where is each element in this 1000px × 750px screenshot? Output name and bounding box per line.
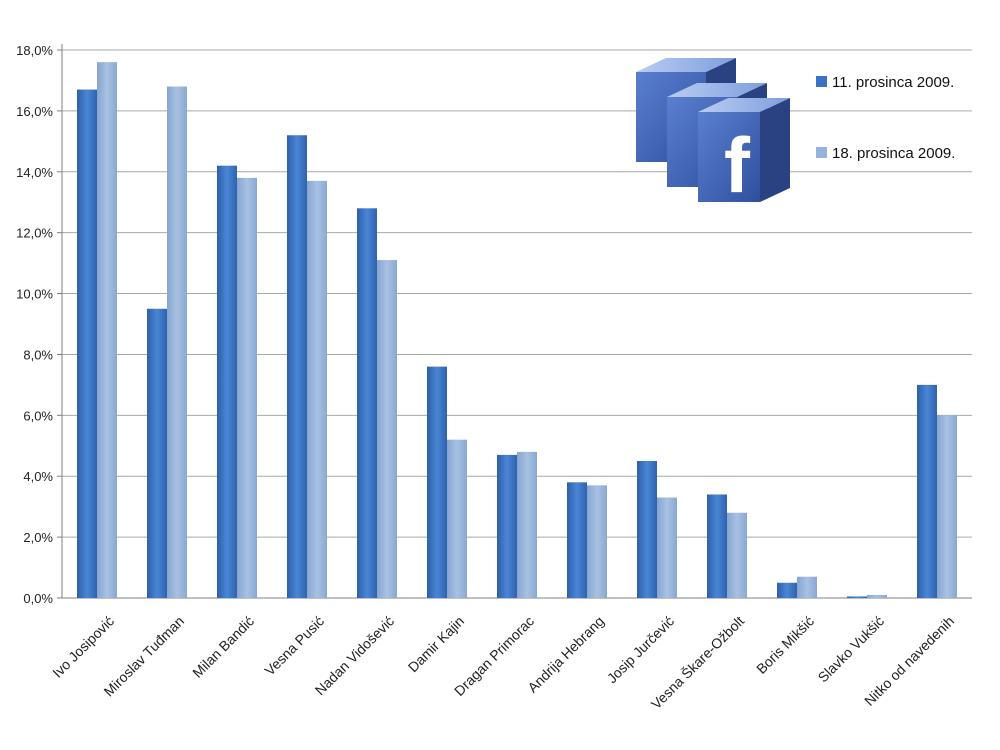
bar-series-2 — [587, 485, 607, 598]
x-category-label: Ivo Josipović — [49, 613, 117, 681]
legend-item-series-2: 18. prosinca 2009. — [816, 145, 955, 162]
bar-series-2 — [307, 180, 327, 598]
y-tick-label: 12,0% — [16, 226, 53, 241]
x-category-label: Milan Bandić — [189, 613, 257, 681]
y-tick-label: 10,0% — [16, 287, 53, 302]
bar-series-2 — [867, 594, 887, 598]
y-tick-label: 8,0% — [23, 347, 53, 362]
bar-series-1 — [707, 494, 727, 598]
bar-series-1 — [357, 208, 377, 599]
svg-text:f: f — [724, 121, 751, 209]
legend-item-series-1: 11. prosinca 2009. — [816, 74, 954, 91]
legend-swatch — [816, 76, 827, 87]
legend-label: 18. prosinca 2009. — [832, 145, 955, 162]
y-tick-label: 2,0% — [23, 530, 53, 545]
x-category-label: Slavko Vukšić — [815, 613, 888, 686]
bar-series-1 — [147, 308, 167, 598]
bar-series-2 — [517, 451, 537, 598]
y-tick-label: 14,0% — [16, 165, 53, 180]
x-category-label: Andrija Hebrang — [524, 613, 607, 696]
x-category-label: Josip Jurčević — [604, 613, 677, 686]
bar-series-1 — [917, 384, 937, 598]
bar-series-1 — [427, 366, 447, 598]
bar-series-2 — [657, 497, 677, 598]
bar-series-2 — [727, 512, 747, 598]
bar-series-2 — [377, 260, 397, 598]
bar-series-1 — [637, 461, 657, 598]
bar-series-1 — [77, 89, 97, 599]
legend-label: 11. prosinca 2009. — [832, 74, 954, 91]
y-tick-label: 4,0% — [23, 469, 53, 484]
bar-series-1 — [217, 165, 237, 598]
x-category-label: Boris Mikšić — [753, 613, 817, 677]
bar-series-2 — [447, 439, 467, 598]
bar-series-2 — [167, 86, 187, 599]
y-tick-label: 16,0% — [16, 104, 53, 119]
gridlines — [62, 49, 972, 538]
bars — [77, 62, 957, 599]
bar-series-1 — [497, 454, 517, 598]
x-category-label: Damir Kajin — [405, 613, 467, 675]
bar-series-1 — [777, 582, 797, 598]
bar-series-1 — [847, 596, 867, 598]
facebook-logo-icon: f — [636, 58, 790, 209]
bar-series-2 — [797, 576, 817, 598]
bar-series-1 — [567, 482, 587, 598]
bar-series-2 — [237, 177, 257, 598]
y-tick-label: 6,0% — [23, 408, 53, 423]
bar-series-1 — [287, 135, 307, 598]
bar-series-2 — [937, 415, 957, 598]
y-tick-label: 0,0% — [23, 591, 53, 606]
y-tick-label: 18,0% — [16, 43, 53, 58]
x-category-label: Vesna Pusić — [261, 613, 327, 679]
legend-swatch — [816, 147, 827, 158]
legend: 11. prosinca 2009. 18. prosinca 2009. — [816, 74, 955, 162]
y-tick-labels: 0,0% 2,0% 4,0% 6,0% 8,0% 10,0% 12,0% 14,0% 16,0%… — [16, 43, 53, 606]
bar-series-2 — [97, 62, 117, 598]
